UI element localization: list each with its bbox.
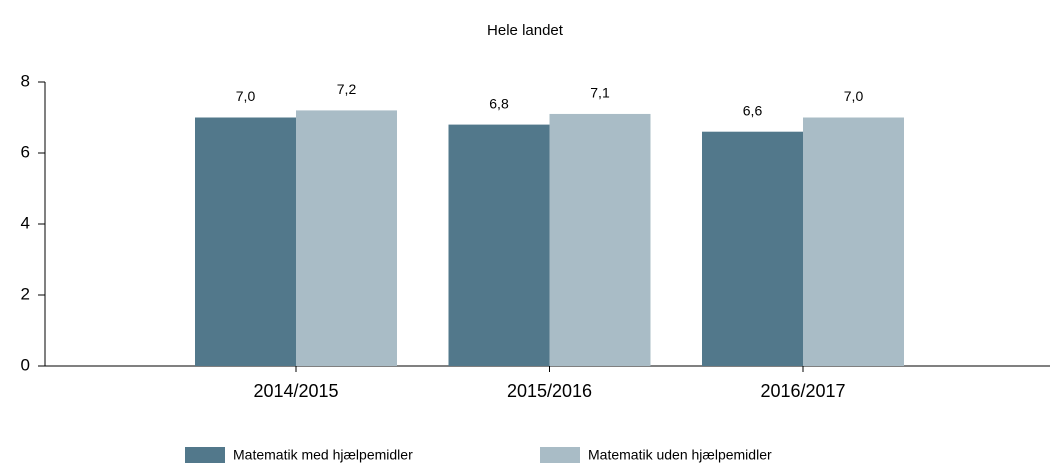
- value-label: 7,0: [844, 88, 864, 104]
- legend-swatch: [540, 447, 580, 463]
- value-label: 7,2: [337, 81, 357, 97]
- x-tick-label: 2016/2017: [760, 381, 845, 401]
- bar: [296, 110, 397, 367]
- legend-label: Matematik uden hjælpemidler: [588, 447, 772, 463]
- y-tick-label: 8: [21, 71, 30, 90]
- bar: [195, 117, 296, 366]
- x-tick-label: 2014/2015: [253, 381, 338, 401]
- x-tick-label: 2015/2016: [507, 381, 592, 401]
- y-tick-label: 4: [21, 213, 30, 232]
- bar: [803, 117, 904, 366]
- legend-label: Matematik med hjælpemidler: [233, 447, 413, 463]
- value-label: 6,8: [489, 95, 509, 111]
- bar: [448, 124, 550, 366]
- bar: [702, 131, 803, 366]
- value-label: 7,0: [236, 88, 256, 104]
- value-label: 6,6: [743, 102, 763, 118]
- legend-swatch: [185, 447, 225, 463]
- chart-title: Hele landet: [487, 22, 564, 39]
- value-label: 7,1: [590, 85, 610, 101]
- bar: [549, 113, 651, 366]
- y-tick-label: 2: [21, 284, 30, 303]
- y-tick-label: 6: [21, 142, 30, 161]
- y-tick-label: 0: [21, 355, 30, 374]
